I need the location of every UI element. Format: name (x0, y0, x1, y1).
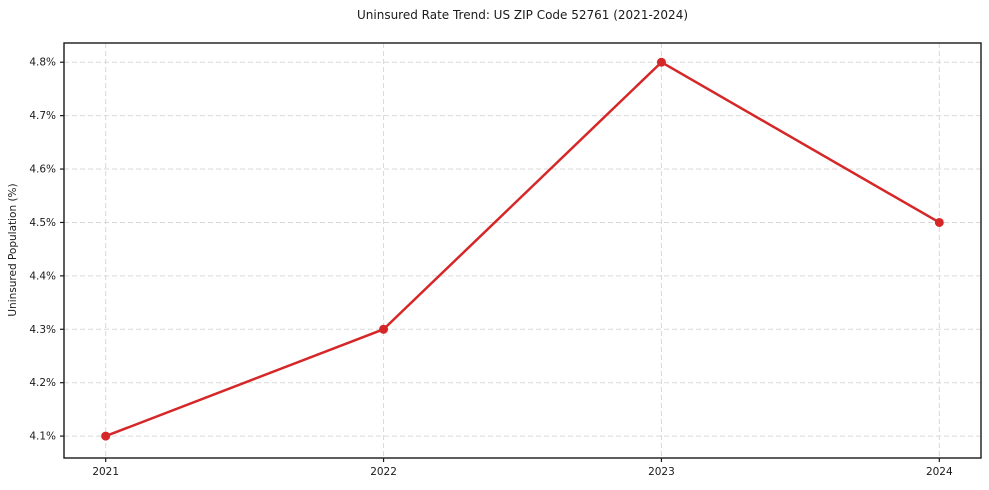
data-point (934, 217, 944, 227)
chart-title: Uninsured Rate Trend: US ZIP Code 52761 … (356, 8, 689, 22)
y-tick-label: 4.7% (29, 110, 56, 122)
y-tick-label: 4.1% (29, 431, 56, 443)
x-tick-label: 2021 (92, 466, 119, 478)
x-tick-label: 2024 (926, 466, 953, 478)
y-tick-label: 4.4% (29, 270, 56, 282)
data-point (656, 57, 666, 67)
data-point (101, 431, 111, 441)
data-point (379, 324, 389, 334)
y-tick-label: 4.8% (29, 57, 56, 69)
y-tick-label: 4.6% (29, 164, 56, 176)
plot-border (63, 42, 982, 459)
y-tick-label: 4.5% (29, 217, 56, 229)
x-tick-label: 2022 (370, 466, 397, 478)
y-tick-label: 4.2% (29, 377, 56, 389)
y-tick-label: 4.3% (29, 324, 56, 336)
x-tick-label: 2023 (648, 466, 675, 478)
trend-line (104, 60, 941, 438)
